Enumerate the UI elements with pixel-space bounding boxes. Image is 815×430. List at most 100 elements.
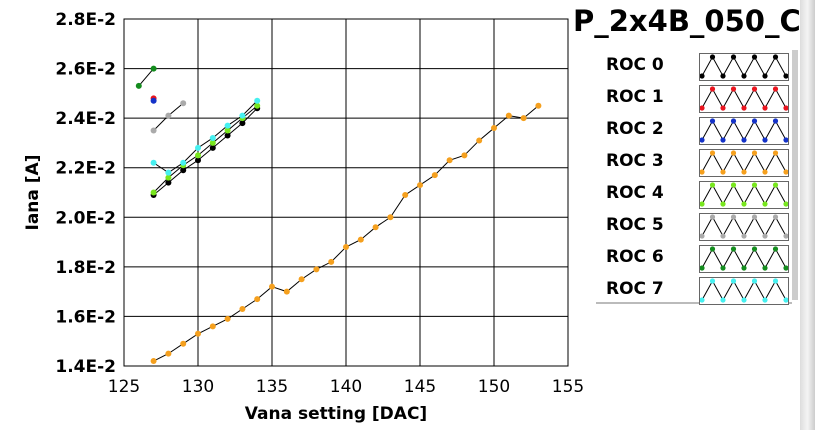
data-point-roc-3 [431,172,438,179]
series-line-roc-6 [138,68,154,87]
x-tick-label: 150 [478,377,510,397]
legend-scrollbar[interactable] [792,50,798,300]
legend-swatch [699,149,789,177]
data-point-roc-3 [165,350,172,357]
legend-label: ROC 5 [606,215,664,235]
data-point-roc-5 [165,112,172,119]
data-point-roc-5 [180,100,187,107]
data-point-roc-3 [520,115,527,122]
legend-item: ROC 0 [596,52,792,81]
data-point-roc-6 [135,82,142,89]
legend-label: ROC 3 [606,151,664,171]
data-point-roc-3 [180,340,187,347]
x-tick-label: 155 [552,377,584,397]
data-point-roc-3 [372,224,379,231]
data-point-roc-3 [387,214,394,221]
x-tick-label: 130 [182,377,214,397]
legend-item: ROC 3 [596,148,792,177]
data-point-roc-3 [461,152,468,159]
data-point-roc-3 [150,358,157,365]
legend-label: ROC 4 [606,183,664,203]
x-tick-label: 135 [256,377,288,397]
data-point-roc-5 [150,127,157,134]
data-point-roc-3 [535,102,542,109]
data-point-roc-3 [505,112,512,119]
data-point-roc-7 [165,169,172,176]
data-point-roc-0 [224,132,231,139]
data-point-roc-0 [195,157,201,164]
data-point-roc-3 [283,288,290,295]
data-point-roc-3 [239,305,246,312]
x-tick-label: 145 [404,377,436,397]
legend-label: ROC 1 [606,87,664,107]
data-point-roc-7 [150,159,157,166]
legend-item: ROC 1 [596,84,792,113]
data-point-roc-7 [254,97,261,104]
data-point-roc-4 [165,174,172,181]
data-point-roc-0 [180,167,187,174]
data-point-roc-7 [239,112,246,119]
y-tick-label: 1.6E-2 [55,307,116,327]
data-point-roc-6 [150,65,157,72]
legend-item: ROC 6 [596,244,792,273]
data-point-roc-3 [254,296,261,303]
legend-item: ROC 5 [596,212,792,241]
y-tick-label: 2.8E-2 [55,10,116,30]
series-line-roc-4 [153,105,258,193]
legend-label: ROC 7 [606,279,664,299]
data-point-roc-4 [150,189,157,196]
data-point-roc-0 [239,120,246,127]
legend-swatch [699,277,789,305]
data-point-roc-7 [195,144,201,151]
legend-label: ROC 2 [606,119,664,139]
data-point-roc-3 [343,244,349,251]
data-point-roc-4 [209,139,216,146]
legend-swatch [699,245,789,273]
window-scrollbar[interactable] [800,0,815,430]
data-point-roc-3 [476,137,483,144]
legend-label: ROC 6 [606,247,664,267]
data-point-roc-3 [328,258,335,265]
data-point-roc-7 [180,159,187,166]
legend-swatch [699,117,789,145]
legend-label: ROC 0 [606,55,664,75]
data-point-roc-4 [224,127,231,134]
y-tick-label: 2.0E-2 [55,208,116,228]
data-point-roc-3 [313,266,320,273]
y-axis-label: Iana [A] [23,155,43,231]
x-axis-label: Vana setting [DAC] [245,404,427,424]
data-point-roc-4 [254,102,261,109]
legend-swatch [699,85,789,113]
data-point-roc-3 [357,236,364,243]
data-point-roc-3 [491,125,497,132]
data-point-roc-7 [224,122,231,129]
data-point-roc-3 [417,182,423,189]
legend-swatch [699,53,789,81]
legend-swatch [699,213,789,241]
data-point-roc-0 [209,144,216,151]
data-point-roc-3 [269,283,275,290]
chart-title: P_2x4B_050_C [573,4,801,38]
legend-item: ROC 4 [596,180,792,209]
data-point-roc-7 [209,134,216,141]
y-tick-label: 1.8E-2 [55,258,116,278]
x-tick-label: 125 [108,377,140,397]
legend-item: ROC 7 [596,276,792,305]
data-point-roc-3 [224,315,231,322]
data-point-roc-3 [209,323,216,330]
legend-item: ROC 2 [596,116,792,145]
data-point-roc-2 [150,97,157,104]
data-point-roc-4 [195,152,201,159]
legend-swatch [699,181,789,209]
data-point-roc-3 [402,191,409,198]
data-point-roc-3 [298,276,305,283]
y-tick-label: 2.6E-2 [55,60,116,80]
y-tick-label: 2.4E-2 [55,109,116,129]
data-point-roc-3 [195,330,201,337]
data-point-roc-3 [446,157,453,164]
y-tick-label: 2.2E-2 [55,159,116,179]
data-point-roc-0 [165,179,172,186]
x-tick-label: 140 [330,377,362,397]
legend: ROC 0 ROC 1 ROC 2 ROC 3 ROC 4 ROC 5 ROC 6 ROC 7 [596,48,792,305]
